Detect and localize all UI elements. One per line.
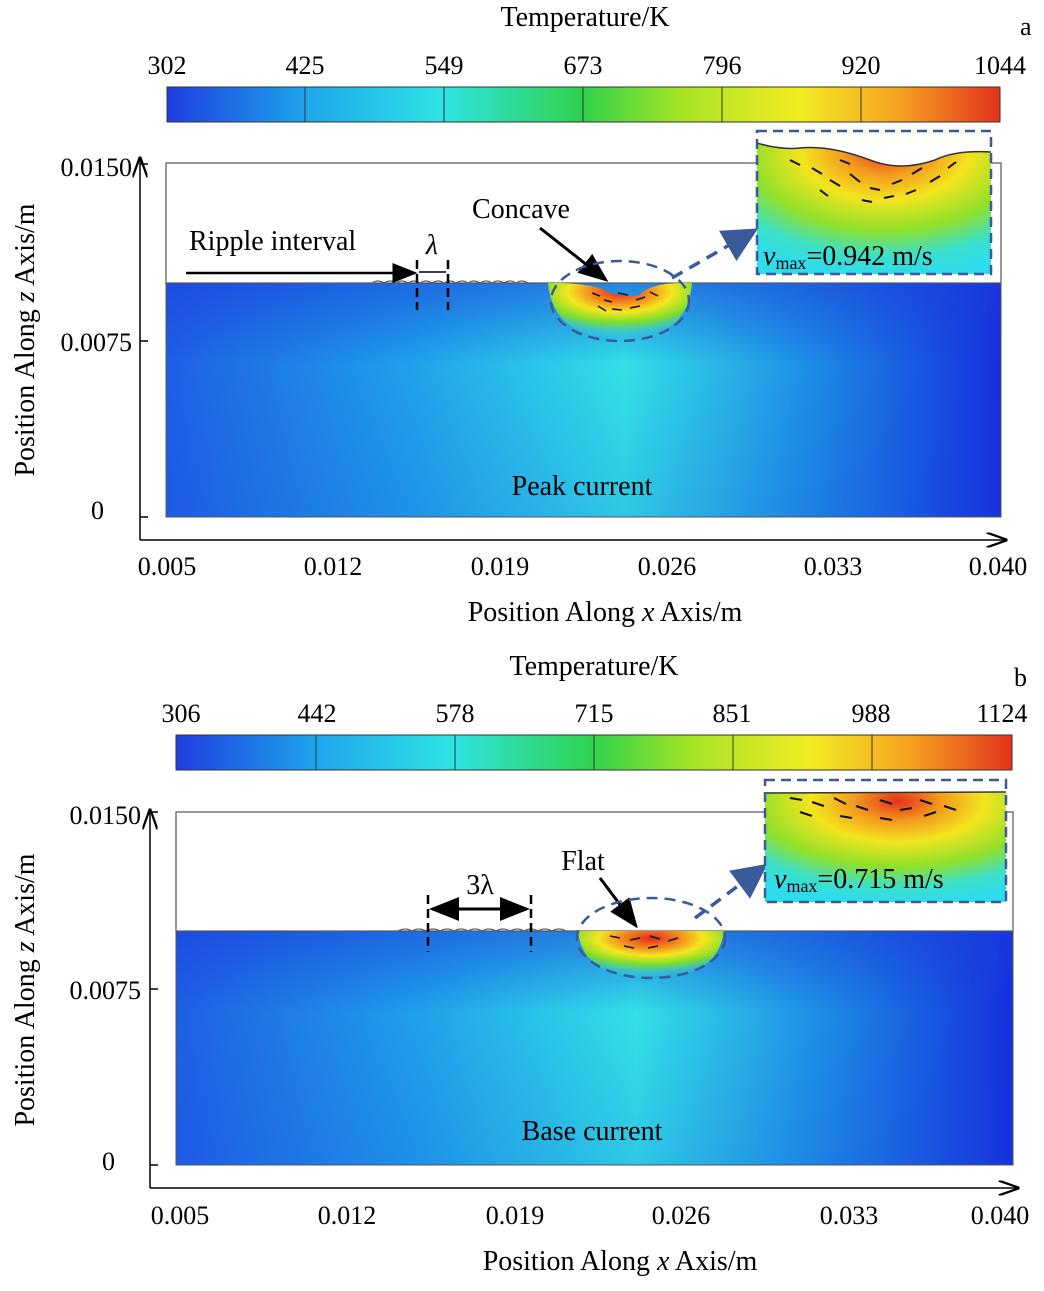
pool-shape-label: Flat (561, 846, 605, 877)
colorbar-tick-label: 302 (148, 51, 187, 80)
y-tick-label: 0 (91, 496, 104, 525)
colorbar-tick-label: 578 (436, 699, 475, 728)
ripple-interval-label: Ripple interval (189, 226, 356, 257)
y-tick-label: 0.0150 (70, 801, 142, 830)
x-tick-labels: 0.005 0.012 0.019 0.026 0.033 0.040 (138, 552, 1028, 581)
vmax-label: vmax=0.715 m/s (774, 864, 944, 896)
current-label: Base current (522, 1116, 663, 1147)
x-tick-label: 0.026 (652, 1201, 711, 1230)
x-tick-label: 0.019 (486, 1201, 545, 1230)
y-tick-labels: 0.0150 0.0075 0 (70, 801, 142, 1176)
y-axis-label: Position Along z Axis/m (10, 203, 41, 476)
vmax-label: vmax=0.942 m/s (763, 241, 933, 273)
zoom-arrow (693, 863, 768, 920)
zoom-arrow (671, 228, 759, 280)
ripple-surface (397, 928, 567, 932)
y-axis-label: Position Along z Axis/m (10, 853, 41, 1126)
lambda-label: 3λ (466, 870, 494, 901)
pool-highlight-ellipse (549, 259, 691, 343)
panel-letter: b (1014, 663, 1027, 692)
colorbar-tick-labels: 302 425 549 673 796 920 1044 (148, 51, 1027, 80)
zoom-inset-frame (755, 129, 993, 276)
zoom-inset-frame (763, 778, 1008, 904)
colorbar-tick-label: 851 (713, 699, 752, 728)
y-tick-label: 0.0150 (61, 153, 133, 182)
x-tick-label: 0.040 (971, 1201, 1030, 1230)
pool-shape-label: Concave (472, 194, 570, 225)
colorbar-tick-labels: 306 442 578 715 851 988 1124 (162, 699, 1028, 728)
colorbar-tick-label: 988 (852, 699, 891, 728)
inset-surface (764, 791, 1007, 794)
pool-shape-arrow (539, 226, 609, 282)
x-tick-labels: 0.005 0.012 0.019 0.026 0.033 0.040 (151, 1201, 1030, 1230)
melt-pool (548, 282, 692, 340)
melt-pool (578, 931, 724, 979)
y-tick-label: 0.0075 (61, 328, 133, 357)
inset-flow-arrows (789, 797, 957, 821)
zoom-inset (765, 790, 1006, 902)
colorbar-title: Temperature/K (500, 2, 669, 33)
colorbar-dividers (315, 735, 873, 770)
x-tick-label: 0.040 (969, 552, 1028, 581)
flow-arrows (591, 291, 659, 312)
colorbar-dividers (304, 87, 862, 122)
colorbar-tick-label: 920 (842, 51, 881, 80)
x-tick-label: 0.033 (820, 1201, 879, 1230)
colorbar-tick-label: 796 (703, 51, 742, 80)
colorbar-tick-label: 442 (298, 699, 337, 728)
flow-arrows (609, 935, 679, 949)
colorbar-title: Temperature/K (509, 651, 678, 682)
inset-flow-arrows (789, 159, 957, 203)
x-axis-label: Position Along x Axis/m (468, 597, 743, 628)
x-tick-label: 0.019 (471, 552, 530, 581)
colorbar-tick-label: 306 (162, 699, 201, 728)
x-tick-label: 0.033 (804, 552, 863, 581)
inset-surface (756, 142, 992, 167)
pool-highlight-ellipse (575, 896, 727, 980)
x-tick-label: 0.026 (638, 552, 697, 581)
y-tick-label: 0 (102, 1147, 115, 1176)
colorbar-tick-label: 425 (286, 51, 325, 80)
y-tick-label: 0.0075 (70, 976, 142, 1005)
x-tick-label: 0.012 (304, 552, 363, 581)
panel-b: b Temperature/K 306 442 578 715 851 988 … (10, 651, 1029, 1277)
lambda-label: λ (425, 230, 438, 261)
colorbar-tick-label: 1124 (976, 699, 1027, 728)
colorbar-tick-label: 1044 (974, 51, 1026, 80)
colorbar-tick-label: 673 (564, 51, 603, 80)
x-tick-label: 0.012 (318, 1201, 377, 1230)
panel-letter: a (1020, 12, 1032, 41)
x-axis-label: Position Along x Axis/m (483, 1246, 758, 1277)
current-label: Peak current (512, 471, 653, 502)
colorbar-tick-label: 549 (425, 51, 464, 80)
x-tick-label: 0.005 (151, 1201, 210, 1230)
x-tick-label: 0.005 (138, 552, 197, 581)
panel-a: a Temperature/K 302 425 549 673 796 920 … (10, 2, 1032, 628)
y-tick-labels: 0.0150 0.0075 0 (61, 153, 133, 525)
colorbar-tick-label: 715 (575, 699, 614, 728)
